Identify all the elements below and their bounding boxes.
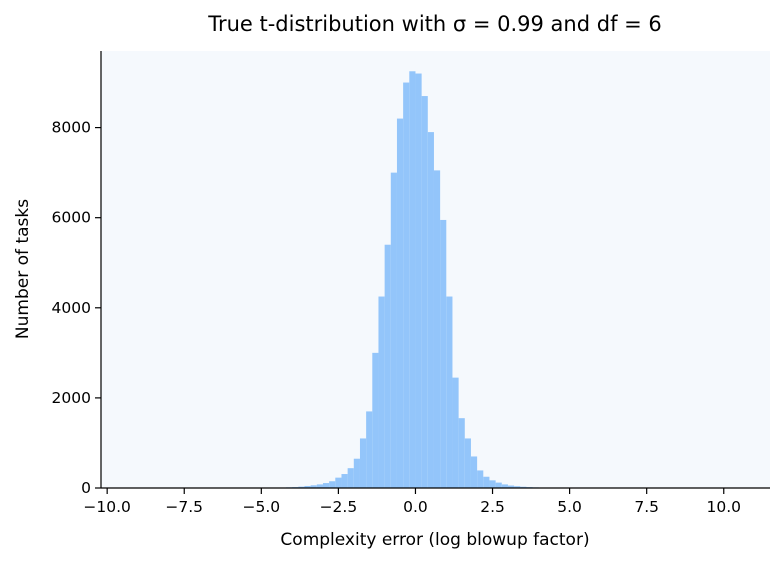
histogram-bar bbox=[329, 481, 336, 488]
histogram-bar bbox=[477, 470, 484, 488]
histogram-bar bbox=[390, 172, 397, 489]
histogram-bar bbox=[470, 456, 478, 488]
histogram-bar bbox=[427, 132, 434, 489]
histogram-bar bbox=[353, 458, 360, 488]
y-tick-label: 6000 bbox=[52, 209, 91, 227]
histogram-bar bbox=[384, 244, 391, 488]
histogram-bar bbox=[440, 219, 447, 488]
x-tick-label: −7.5 bbox=[165, 498, 203, 516]
histogram-bar bbox=[341, 474, 348, 488]
histogram-bar bbox=[433, 170, 441, 488]
x-tick-label: 2.5 bbox=[480, 498, 505, 516]
histogram-bar bbox=[316, 484, 323, 488]
histogram-bar bbox=[347, 468, 354, 488]
x-tick-label: 7.5 bbox=[634, 498, 659, 516]
y-axis-ticks: 0 2000 4000 6000 8000 bbox=[52, 119, 101, 497]
histogram-bar bbox=[464, 438, 471, 488]
histogram-bar bbox=[446, 296, 453, 488]
histogram-bar bbox=[310, 485, 317, 488]
histogram-bar bbox=[359, 438, 367, 488]
histogram-bar bbox=[366, 411, 373, 488]
y-tick-label: 8000 bbox=[52, 119, 91, 137]
histogram-bar bbox=[514, 486, 521, 488]
histogram-bar bbox=[489, 480, 496, 488]
histogram-bar bbox=[501, 484, 508, 488]
histogram-bar bbox=[483, 476, 490, 488]
histogram-bar bbox=[495, 482, 502, 488]
y-tick-label: 2000 bbox=[52, 389, 91, 407]
histogram-bar bbox=[372, 352, 379, 488]
histogram-bar bbox=[452, 377, 459, 488]
histogram-bars bbox=[285, 71, 552, 489]
histogram-bar bbox=[378, 296, 385, 488]
x-tick-label: 0.0 bbox=[403, 498, 428, 516]
histogram-bar bbox=[409, 71, 416, 488]
histogram-bar bbox=[421, 96, 428, 488]
histogram-bar bbox=[458, 418, 465, 488]
x-tick-label: −5.0 bbox=[242, 498, 280, 516]
histogram-bar bbox=[335, 477, 342, 488]
y-tick-label: 4000 bbox=[52, 299, 91, 317]
histogram-bar bbox=[507, 485, 515, 488]
chart-title: True t-distribution with σ = 0.99 and df… bbox=[207, 12, 662, 36]
histogram-bar bbox=[298, 486, 305, 488]
histogram-bar bbox=[396, 118, 404, 488]
x-tick-label: 5.0 bbox=[557, 498, 582, 516]
x-axis-label: Complexity error (log blowup factor) bbox=[280, 530, 589, 550]
histogram-bar bbox=[322, 483, 330, 488]
histogram-bar bbox=[415, 73, 422, 489]
x-tick-label: 10.0 bbox=[706, 498, 741, 516]
x-tick-label: −10.0 bbox=[83, 498, 131, 516]
histogram-bar bbox=[403, 82, 410, 489]
histogram-bar bbox=[520, 486, 527, 488]
y-axis-label: Number of tasks bbox=[13, 199, 33, 339]
histogram-bar bbox=[304, 485, 311, 488]
x-tick-label: −2.5 bbox=[320, 498, 358, 516]
x-axis-ticks: −10.0 −7.5 −5.0 −2.5 0.0 2.5 5.0 7.5 10.0 bbox=[83, 488, 741, 516]
y-tick-label: 0 bbox=[81, 479, 91, 497]
